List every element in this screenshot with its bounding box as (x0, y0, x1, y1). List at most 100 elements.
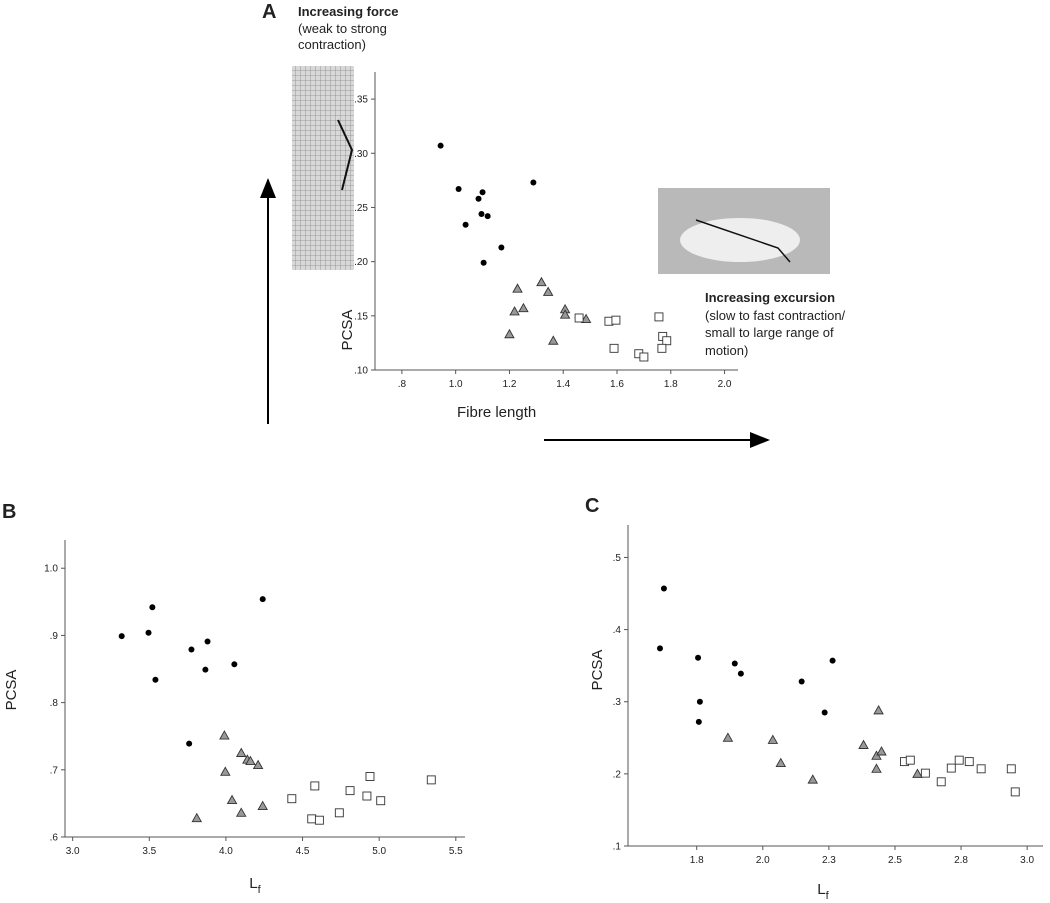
point (345, 786, 355, 796)
point (976, 764, 986, 774)
annotation: Increasing force (298, 4, 398, 19)
x-tick-label: 1.8 (664, 379, 678, 390)
point (871, 763, 882, 773)
point (722, 732, 734, 742)
y-tick-label: .6 (50, 833, 59, 844)
point (807, 774, 819, 784)
point (662, 336, 672, 346)
point (509, 306, 520, 316)
point (504, 328, 515, 339)
point (226, 794, 238, 804)
point (656, 645, 663, 652)
point (695, 718, 702, 725)
point (1010, 787, 1020, 797)
photo-mouse (680, 218, 800, 262)
point (1006, 764, 1016, 774)
point (611, 315, 621, 325)
x-tick-label: 3.0 (1020, 855, 1034, 866)
y-tick-label: .2 (613, 769, 622, 780)
y-axis-label: PCSA (3, 670, 20, 711)
panel-label: A (262, 1, 276, 23)
point (657, 343, 667, 353)
photo-limb-line (337, 119, 354, 191)
x-axis-label-main: L (249, 875, 257, 892)
point (455, 186, 462, 193)
point (149, 604, 156, 611)
x-tick-label: 2.5 (888, 855, 902, 866)
x-axis-label-subscript: f (258, 884, 262, 896)
point (559, 309, 571, 319)
photo-limb-line (695, 219, 791, 263)
y-tick-label: 1.0 (44, 564, 58, 575)
point (475, 195, 482, 202)
point (518, 302, 529, 313)
x-tick-label: 5.0 (372, 846, 386, 857)
point (220, 766, 231, 776)
y-tick-label: .1 (613, 842, 622, 853)
point (118, 633, 125, 640)
point (152, 676, 159, 683)
point (365, 772, 375, 781)
x-tick-label: 3.0 (66, 846, 80, 857)
point (946, 763, 956, 773)
y-tick-label: .7 (50, 765, 59, 776)
point (245, 755, 256, 766)
point (202, 666, 209, 673)
point (231, 661, 238, 668)
annotation: motion) (705, 343, 748, 358)
point (191, 812, 203, 823)
point (145, 629, 152, 636)
panel-label: B (2, 501, 16, 523)
x-axis-label-main: Fibre length (457, 404, 536, 421)
point (574, 313, 584, 323)
point (542, 286, 554, 296)
point (426, 775, 436, 785)
annotation: (weak to strong (298, 21, 387, 36)
point (437, 142, 444, 149)
point (873, 704, 884, 715)
x-tick-label: 1.8 (690, 855, 704, 866)
point (829, 657, 836, 664)
x-tick-label: 1.0 (449, 379, 463, 390)
x-tick-label: 3.5 (142, 846, 156, 857)
x-axis-label: Lf (249, 875, 261, 896)
point (695, 654, 702, 661)
point (219, 730, 230, 740)
y-tick-label: .3 (613, 697, 622, 708)
point (964, 757, 974, 767)
x-axis-label-main: L (817, 881, 825, 898)
point (310, 781, 320, 791)
point (660, 585, 667, 592)
x-tick-label: 2.0 (756, 855, 770, 866)
annotation: small to large range of (705, 325, 834, 340)
y-tick-label: .25 (354, 203, 368, 214)
point (186, 740, 193, 747)
point (767, 734, 779, 744)
point (905, 755, 915, 765)
point (235, 747, 247, 757)
x-axis-label: Lf (817, 881, 829, 902)
point (821, 709, 828, 716)
y-tick-label: .8 (50, 698, 59, 709)
y-axis-label: PCSA (589, 650, 606, 691)
x-axis-label-subscript: f (826, 890, 830, 902)
panel-label: C (585, 495, 599, 517)
x-tick-label: 1.2 (502, 379, 516, 390)
point (936, 777, 946, 787)
x-axis-label: Fibre length (457, 404, 536, 421)
y-tick-label: .10 (354, 366, 368, 377)
x-tick-label: .8 (398, 379, 407, 390)
x-tick-label: 2.3 (822, 855, 836, 866)
point (188, 646, 195, 653)
point (362, 791, 372, 801)
point (654, 312, 664, 322)
point (259, 596, 266, 603)
x-tick-label: 1.4 (556, 379, 570, 390)
x-tick-label: 5.5 (449, 846, 463, 857)
point (530, 179, 537, 186)
point (858, 739, 869, 749)
y-tick-label: .20 (354, 257, 368, 268)
point (876, 746, 887, 756)
point (376, 796, 386, 806)
